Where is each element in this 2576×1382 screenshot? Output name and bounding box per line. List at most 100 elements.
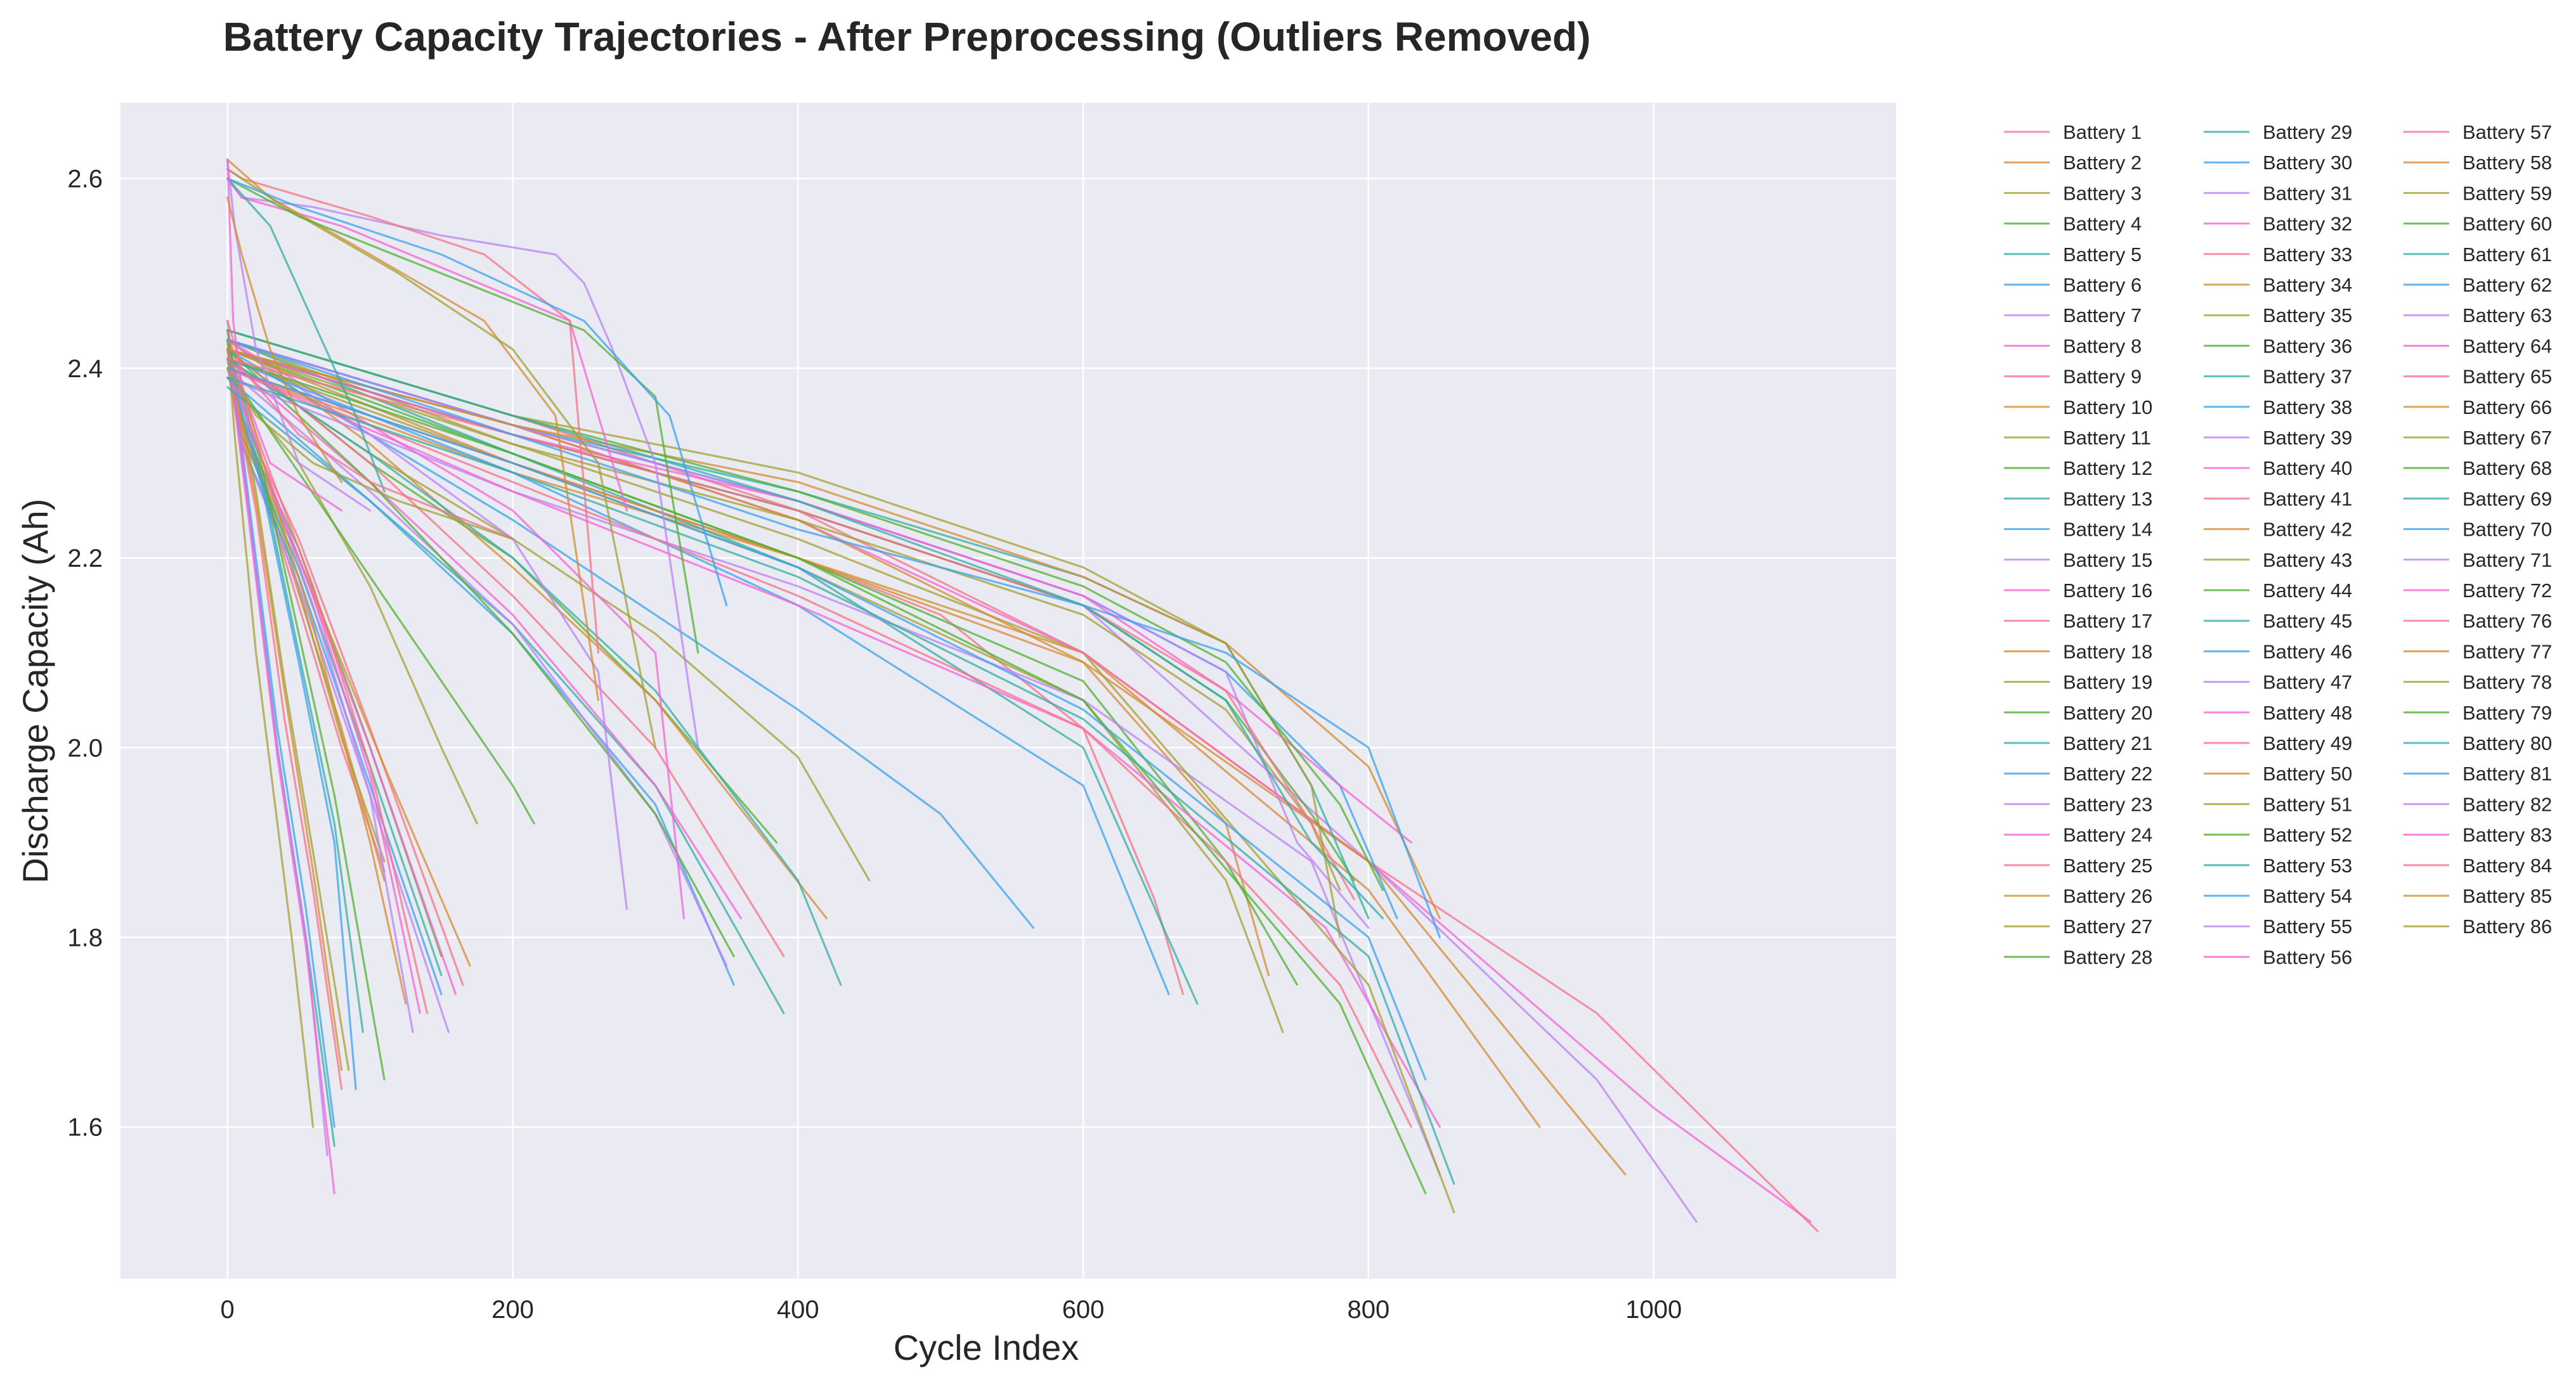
legend-label: Battery 80 — [2462, 732, 2552, 754]
legend-label: Battery 33 — [2263, 243, 2352, 266]
legend-label: Battery 17 — [2063, 610, 2152, 632]
legend-label: Battery 59 — [2462, 182, 2552, 204]
legend-label: Battery 52 — [2263, 824, 2352, 846]
legend-label: Battery 69 — [2462, 488, 2552, 510]
grid-layer — [120, 103, 1896, 1279]
series-line — [226, 348, 785, 958]
legend-label: Battery 66 — [2462, 396, 2552, 418]
legend-label: Battery 58 — [2462, 152, 2552, 174]
series-line — [226, 367, 1412, 1128]
legend-label: Battery 79 — [2462, 702, 2552, 724]
series-line — [226, 377, 1455, 1185]
legend-label: Battery 63 — [2462, 304, 2552, 326]
legend-label: Battery 44 — [2263, 579, 2352, 602]
series-line — [226, 367, 1270, 976]
legend-label: Battery 26 — [2063, 885, 2152, 907]
series-line — [226, 329, 407, 1005]
series-line — [226, 358, 1427, 1195]
x-tick-label: 0 — [221, 1296, 235, 1324]
series-line — [226, 358, 742, 920]
legend-label: Battery 1 — [2063, 121, 2142, 143]
legend-label: Battery 27 — [2063, 915, 2152, 938]
series-line — [226, 348, 364, 1033]
legend-label: Battery 84 — [2462, 855, 2552, 877]
legend-label: Battery 12 — [2063, 457, 2152, 479]
legend-label: Battery 9 — [2063, 366, 2142, 388]
legend-label: Battery 81 — [2462, 763, 2552, 785]
series-line — [226, 158, 600, 702]
legend-label: Battery 7 — [2063, 304, 2142, 326]
legend-label: Battery 55 — [2263, 915, 2352, 938]
legend-label: Battery 62 — [2462, 274, 2552, 296]
legend-label: Battery 50 — [2263, 763, 2352, 785]
legend-label: Battery 78 — [2462, 671, 2552, 694]
series-line — [226, 348, 1441, 920]
series-line — [226, 358, 343, 1090]
series-line — [226, 339, 1455, 1213]
y-tick-label: 2.2 — [67, 545, 103, 572]
series-line — [226, 358, 842, 986]
legend-label: Battery 70 — [2462, 519, 2552, 541]
series-line — [226, 377, 478, 825]
series-line — [226, 348, 343, 1071]
series-line — [226, 348, 735, 958]
legend-label: Battery 43 — [2263, 549, 2352, 571]
x-tick-label: 400 — [777, 1296, 819, 1324]
legend-label: Battery 16 — [2063, 579, 2152, 602]
legend-label: Battery 65 — [2462, 366, 2552, 388]
chart-title: Battery Capacity Trajectories - After Pr… — [223, 14, 1591, 60]
legend-label: Battery 10 — [2063, 396, 2152, 418]
legend-label: Battery 36 — [2263, 335, 2352, 357]
legend-label: Battery 57 — [2462, 121, 2552, 143]
series-line — [226, 367, 514, 540]
legend: Battery 1 Battery 2 Battery 3 Battery 4 Batt… — [2004, 121, 2552, 968]
series-line — [226, 178, 728, 607]
legend-label: Battery 30 — [2263, 152, 2352, 174]
legend-label: Battery 6 — [2063, 274, 2142, 296]
legend-label: Battery 67 — [2462, 427, 2552, 449]
legend-label: Battery 34 — [2263, 274, 2352, 296]
tick-layer: 0 200 400 600 800 1000 1.6 1.8 2.0 2.2 2.4 2.6 — [67, 165, 1682, 1324]
legend-label: Battery 40 — [2263, 457, 2352, 479]
plot-area — [120, 103, 1896, 1279]
series-line — [226, 339, 1441, 939]
legend-label: Battery 15 — [2063, 549, 2152, 571]
series-line — [226, 377, 1441, 1176]
y-tick-label: 1.6 — [67, 1114, 103, 1142]
legend-label: Battery 51 — [2263, 793, 2352, 815]
legend-label: Battery 23 — [2063, 793, 2152, 815]
legend-label: Battery 45 — [2263, 610, 2352, 632]
legend-label: Battery 68 — [2462, 457, 2552, 479]
legend-label: Battery 2 — [2063, 152, 2142, 174]
series-line — [226, 358, 357, 1090]
legend-label: Battery 25 — [2063, 855, 2152, 877]
y-axis-label: Discharge Capacity (Ah) — [15, 499, 55, 884]
legend-label: Battery 39 — [2263, 427, 2352, 449]
series-line — [226, 178, 699, 749]
series-line — [226, 339, 350, 1071]
series-line — [226, 367, 1441, 1128]
legend-label: Battery 46 — [2263, 640, 2352, 662]
x-tick-label: 800 — [1347, 1296, 1389, 1324]
series-line — [226, 178, 699, 654]
series-line — [226, 358, 421, 1014]
legend-label: Battery 31 — [2263, 182, 2352, 204]
series-line — [226, 358, 1284, 1033]
x-tick-label: 200 — [491, 1296, 534, 1324]
legend-label: Battery 29 — [2263, 121, 2352, 143]
legend-label: Battery 8 — [2063, 335, 2142, 357]
legend-label: Battery 35 — [2263, 304, 2352, 326]
legend-label: Battery 14 — [2063, 519, 2152, 541]
legend-label: Battery 61 — [2462, 243, 2552, 266]
x-axis-label: Cycle Index — [894, 1327, 1079, 1367]
series-layer — [226, 158, 1819, 1232]
legend-label: Battery 47 — [2263, 671, 2352, 694]
legend-label: Battery 5 — [2063, 243, 2142, 266]
legend-label: Battery 3 — [2063, 182, 2142, 204]
series-line — [226, 348, 1541, 1128]
series-line — [226, 168, 657, 749]
legend-label: Battery 37 — [2263, 366, 2352, 388]
legend-label: Battery 76 — [2462, 610, 2552, 632]
legend-label: Battery 20 — [2063, 702, 2152, 724]
